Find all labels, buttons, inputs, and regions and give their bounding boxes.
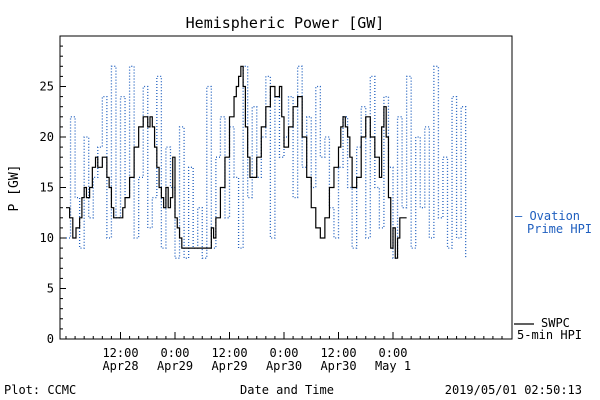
x-axis-label: Date and Time [240, 383, 334, 397]
x-axis-ticks: 12:00Apr280:00Apr2912:00Apr290:00Apr3012… [65, 332, 503, 373]
x-tick-date-label: Apr29 [211, 359, 247, 373]
legend-swpc-sublabel: 5-min HPI [517, 328, 582, 342]
x-tick-date-label: May 1 [375, 359, 411, 373]
y-axis-label: P [GW] [7, 165, 22, 212]
plot-frame [59, 35, 513, 340]
x-tick-label: 12:00 [102, 346, 138, 360]
footer-plot-credit: Plot: CCMC [4, 383, 76, 397]
x-tick-label: 0:00 [270, 346, 299, 360]
footer-timestamp: 2019/05/01 02:50:13 [445, 383, 582, 397]
y-axis-ticks: 0 5 10 15 20 25 [40, 45, 66, 346]
y-tick-label: 15 [40, 181, 54, 195]
x-tick-date-label: Apr30 [320, 359, 356, 373]
y-tick-label: 10 [40, 231, 54, 245]
x-tick-label: 0:00 [161, 346, 190, 360]
y-tick-label: 0 [47, 332, 54, 346]
x-tick-label: 12:00 [211, 346, 247, 360]
legend-swpc-label: SWPC [541, 316, 570, 330]
legend-ovation-sublabel: Prime HPI [527, 222, 592, 236]
series-line-swpc [66, 65, 407, 259]
x-tick-date-label: Apr30 [266, 359, 302, 373]
x-tick-label: 0:00 [379, 346, 408, 360]
series-layer [66, 65, 467, 259]
x-tick-label: 12:00 [320, 346, 356, 360]
x-tick-date-label: Apr29 [157, 359, 193, 373]
x-tick-date-label: Apr28 [102, 359, 138, 373]
y-tick-label: 5 [47, 282, 54, 296]
legend-ovation-label: — Ovation [515, 209, 580, 223]
chart-title: Hemispheric Power [GW] [186, 14, 385, 32]
series-line-ovation-prime-hpi [66, 65, 467, 259]
y-tick-label: 20 [40, 130, 54, 144]
y-tick-label: 25 [40, 80, 54, 94]
